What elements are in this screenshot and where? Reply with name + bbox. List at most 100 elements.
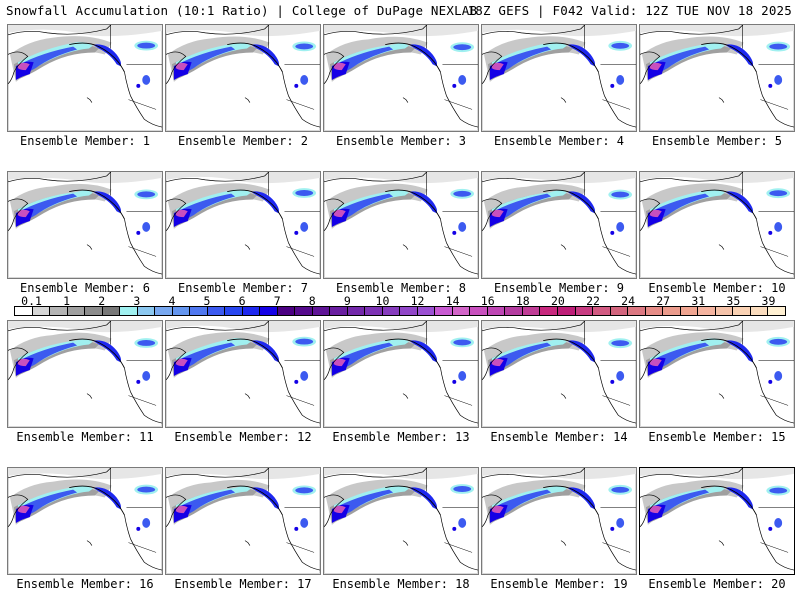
alaska-coastline — [385, 189, 441, 220]
colorbar-segment — [311, 306, 330, 316]
ensemble-member-panel[interactable] — [165, 320, 321, 428]
snow-band-blue — [651, 46, 710, 75]
asia-coastline — [8, 198, 29, 232]
canada-snow-blue — [453, 190, 472, 197]
snow-area-light — [166, 25, 320, 37]
ensemble-member-panel[interactable] — [323, 467, 479, 575]
coastal-snow — [566, 44, 596, 67]
ensemble-member-panel[interactable] — [639, 467, 795, 575]
colorbar-segment — [14, 306, 32, 316]
us-mexico-border — [602, 542, 631, 553]
colorbar-segment — [434, 306, 452, 316]
rockies-snow — [616, 518, 625, 528]
ensemble-member-panel[interactable] — [481, 467, 637, 575]
ensemble-member-panel[interactable] — [7, 320, 163, 428]
snow-area-light — [324, 321, 478, 333]
snow-band-blue — [493, 489, 552, 518]
model-run-info: 18Z GEFS | F042 Valid: 12Z TUE NOV 18 20… — [467, 3, 792, 18]
coastal-snow — [408, 191, 438, 214]
snow-band-blue — [493, 193, 552, 222]
ensemble-member-label: Ensemble Member: 20 — [648, 577, 786, 591]
snow-area-mid — [329, 341, 415, 376]
rockies-snow-small — [136, 230, 141, 235]
asia-coastline — [324, 494, 345, 528]
ensemble-member-panel[interactable] — [639, 24, 795, 132]
asia-coastline — [640, 51, 661, 85]
ensemble-member-panel[interactable] — [639, 171, 795, 279]
asia-coastline — [640, 347, 661, 381]
canada-snow-blue — [295, 487, 314, 494]
ensemble-member-panel[interactable] — [481, 320, 637, 428]
rockies-snow-small — [294, 526, 299, 531]
rockies-snow — [458, 518, 467, 528]
snow-area-light — [640, 468, 794, 480]
colorbar-segment — [539, 306, 557, 316]
arctic-coastline — [482, 321, 585, 332]
us-mexico-border — [286, 542, 315, 553]
ensemble-member-panel[interactable] — [165, 24, 321, 132]
colorbar-segment — [31, 306, 50, 316]
ensemble-member-panel[interactable] — [323, 320, 479, 428]
snow-area-light — [8, 468, 162, 480]
snowfall-map — [640, 468, 794, 571]
snowfall-map — [166, 25, 320, 128]
rockies-snow-small — [136, 526, 141, 531]
alaska-coastline — [385, 485, 441, 516]
ensemble-member-panel[interactable] — [323, 24, 479, 132]
ensemble-member-panel[interactable] — [7, 24, 163, 132]
snow-max-magenta — [175, 209, 188, 218]
ensemble-member-panel[interactable] — [165, 171, 321, 279]
rockies-snow-small — [294, 83, 299, 88]
snow-area-mid — [13, 45, 99, 80]
ensemble-member-panel[interactable] — [481, 24, 637, 132]
west-coastline — [440, 368, 478, 424]
snow-area-mid — [171, 192, 257, 227]
asia-coastline — [166, 347, 187, 381]
west-coastline — [282, 368, 320, 424]
ensemble-member-label: Ensemble Member: 5 — [651, 134, 783, 148]
asia-coastline — [482, 198, 503, 232]
snow-area-mid — [171, 45, 257, 80]
us-mexico-border — [760, 99, 789, 110]
snowfall-map — [324, 321, 478, 424]
colorbar-tick-label: 3 — [133, 294, 141, 308]
ensemble-member-label: Ensemble Member: 6 — [19, 281, 151, 295]
west-coastline — [440, 515, 478, 571]
snow-max-magenta — [17, 209, 30, 218]
rockies-snow-small — [768, 526, 773, 531]
colorbar-segment — [49, 306, 67, 316]
ensemble-member-panel[interactable] — [639, 320, 795, 428]
arctic-coastline — [640, 468, 743, 479]
ensemble-member-panel[interactable] — [481, 171, 637, 279]
colorbar-segment — [136, 306, 155, 316]
hawaii-islands — [718, 393, 725, 399]
west-coastline — [124, 219, 162, 275]
ensemble-member-panel[interactable] — [165, 467, 321, 575]
snow-area-light — [324, 172, 478, 184]
ensemble-member-panel[interactable] — [323, 171, 479, 279]
snow-area-mid — [329, 192, 415, 227]
snow-band-blue — [19, 489, 78, 518]
coastal-snow — [250, 191, 280, 214]
snowfall-map — [482, 25, 636, 128]
colorbar-segment — [346, 306, 365, 316]
colorbar-segment — [329, 306, 347, 316]
alaska-coastline — [701, 485, 757, 516]
coastal-snow — [724, 191, 754, 214]
snow-band-blue — [493, 342, 552, 371]
colorbar-segment — [224, 306, 242, 316]
snowfall-map — [482, 321, 636, 424]
canada-snow-blue — [295, 190, 314, 196]
snow-area-mid — [329, 488, 415, 523]
hawaii-islands — [560, 244, 567, 250]
ensemble-member-panel[interactable] — [7, 171, 163, 279]
snow-band-blue — [493, 46, 552, 75]
colorbar-tick-label: 6 — [238, 294, 246, 308]
colorbar-tick-label: 16 — [480, 294, 495, 308]
snow-band-blue — [335, 489, 394, 518]
hawaii-islands — [560, 97, 567, 103]
snowfall-map — [640, 172, 794, 275]
ensemble-member-panel[interactable] — [7, 467, 163, 575]
arctic-coastline — [8, 172, 111, 183]
snow-max-magenta — [649, 358, 662, 367]
